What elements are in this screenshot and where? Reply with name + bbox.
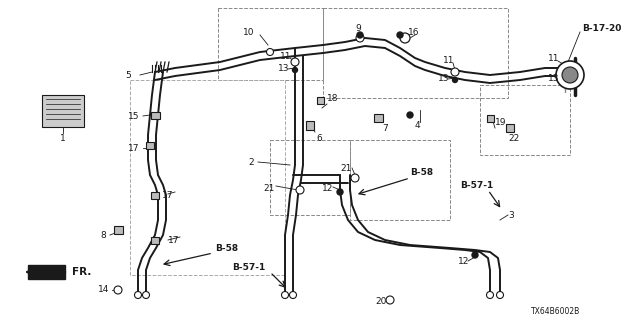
Text: 2: 2 (248, 157, 253, 166)
Bar (150, 111, 159, 118)
Text: 13: 13 (548, 74, 559, 83)
Text: TX64B6002B: TX64B6002B (531, 308, 580, 316)
Text: B-17-20: B-17-20 (582, 23, 621, 33)
Text: 17: 17 (168, 236, 179, 244)
Circle shape (451, 68, 459, 76)
Circle shape (472, 252, 478, 258)
Circle shape (296, 186, 304, 194)
Text: B-58: B-58 (215, 244, 238, 252)
Bar (146, 141, 154, 148)
Text: 11: 11 (548, 53, 559, 62)
Bar (113, 226, 122, 234)
Text: 15: 15 (128, 111, 140, 121)
Text: 5: 5 (125, 70, 131, 79)
Circle shape (357, 32, 363, 38)
Circle shape (407, 112, 413, 118)
Bar (506, 124, 514, 132)
Circle shape (291, 58, 299, 66)
Text: 14: 14 (98, 285, 109, 294)
Circle shape (400, 33, 410, 43)
Text: 7: 7 (382, 124, 388, 132)
Circle shape (289, 292, 296, 299)
Text: 13: 13 (438, 74, 449, 83)
Text: 17: 17 (162, 190, 173, 199)
Circle shape (134, 292, 141, 299)
Text: B-57-1: B-57-1 (460, 180, 493, 189)
Text: 12: 12 (458, 258, 469, 267)
Circle shape (497, 292, 504, 299)
Text: B-57-1: B-57-1 (232, 263, 265, 273)
Text: 6: 6 (316, 133, 322, 142)
Circle shape (266, 49, 273, 55)
Circle shape (292, 68, 298, 73)
Text: 1: 1 (60, 133, 66, 142)
Text: FR.: FR. (72, 267, 92, 277)
Bar (480, 85, 570, 155)
Circle shape (356, 34, 364, 42)
Bar (270, 140, 350, 215)
Bar (374, 114, 383, 122)
Text: 13: 13 (278, 63, 289, 73)
Circle shape (282, 292, 289, 299)
Bar (317, 97, 323, 103)
Bar (350, 140, 450, 220)
Text: 4: 4 (415, 121, 420, 130)
Bar (323, 8, 508, 98)
Text: 20: 20 (375, 298, 387, 307)
Circle shape (114, 286, 122, 294)
Text: 11: 11 (280, 52, 291, 60)
Text: 21: 21 (263, 183, 275, 193)
Bar (151, 191, 159, 198)
Bar (306, 121, 314, 130)
Bar (218, 8, 323, 80)
Text: 8: 8 (100, 230, 106, 239)
Polygon shape (28, 265, 65, 279)
Text: 18: 18 (327, 93, 339, 102)
Circle shape (562, 67, 578, 83)
Circle shape (386, 296, 394, 304)
Circle shape (556, 61, 584, 89)
Circle shape (397, 32, 403, 38)
Bar (151, 236, 159, 244)
Circle shape (337, 189, 343, 195)
Text: 19: 19 (495, 117, 506, 126)
Text: B-58: B-58 (410, 167, 433, 177)
Text: 3: 3 (508, 211, 514, 220)
Text: 9: 9 (355, 23, 361, 33)
Circle shape (351, 174, 359, 182)
Circle shape (486, 292, 493, 299)
Text: 10: 10 (243, 28, 255, 36)
Text: 16: 16 (408, 28, 419, 36)
Bar (486, 115, 493, 122)
Circle shape (452, 77, 458, 83)
Text: 17: 17 (128, 143, 140, 153)
Circle shape (143, 292, 150, 299)
Text: 11: 11 (443, 55, 454, 65)
Text: 21: 21 (340, 164, 351, 172)
Text: 12: 12 (322, 183, 333, 193)
Text: 22: 22 (508, 133, 519, 142)
Bar (130, 80, 285, 275)
Bar (42, 95, 84, 127)
